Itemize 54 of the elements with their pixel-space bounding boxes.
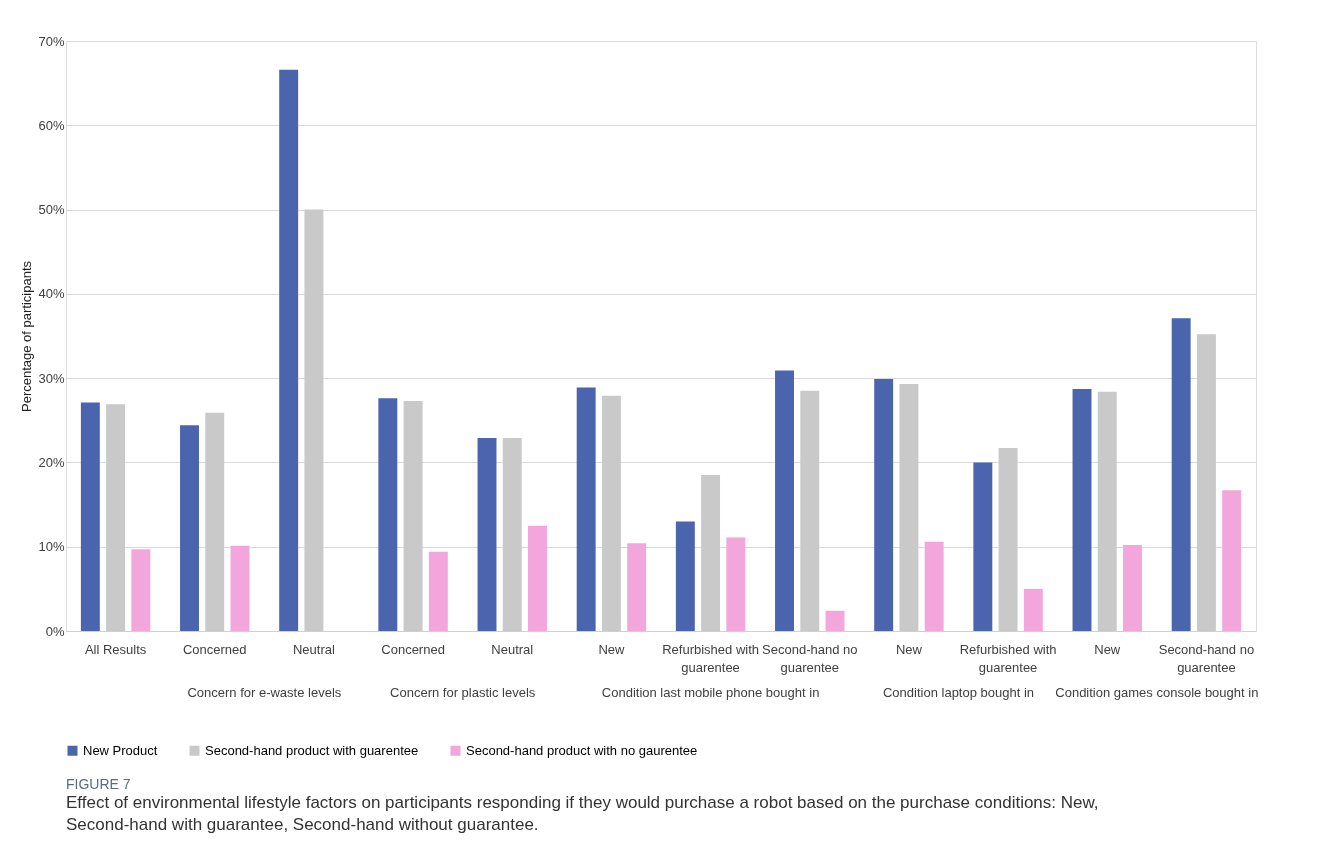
y-tick-label: 30% <box>38 370 65 386</box>
bar <box>675 521 695 631</box>
legend-label: New Product <box>83 742 158 758</box>
x-tick-label: Neutral <box>491 641 534 657</box>
y-tick-label: 0% <box>45 623 65 639</box>
bar <box>1123 545 1142 631</box>
bar <box>825 610 845 631</box>
y-tick-label: 40% <box>38 286 65 302</box>
bar <box>528 525 547 631</box>
x-tick-label: Second-hand no guarentee <box>1158 641 1255 675</box>
bar <box>230 545 250 631</box>
bar <box>726 537 746 631</box>
text: Concern for plastic levels <box>390 685 536 700</box>
y-tick-label: 10% <box>38 539 65 555</box>
x-tick-label: New <box>895 641 923 657</box>
bar <box>80 402 100 631</box>
y-tick-label: 60% <box>38 117 65 133</box>
x-tick-label: Neutral <box>292 641 335 657</box>
text: Concern for e-waste levels <box>187 685 342 700</box>
bar <box>627 543 647 631</box>
x-tick-label: Refurbished with guarentee <box>959 641 1057 675</box>
y-tick-label: 50% <box>38 202 65 218</box>
bar <box>1222 490 1242 631</box>
x-tick-label: New <box>1094 641 1121 657</box>
x-tick-label: All Results <box>84 641 147 657</box>
legend-label: Second-hand product with no gaurentee <box>466 742 698 758</box>
bar <box>973 462 993 631</box>
bar <box>428 551 448 631</box>
legend-label: Second-hand product with guarentee <box>205 742 419 758</box>
x-tick-label: Concerned <box>182 641 247 657</box>
bar <box>1072 389 1092 631</box>
x-tick-label: Second-hand no guarentee <box>762 641 858 675</box>
text: Condition last mobile phone bought in <box>601 685 820 700</box>
y-axis-title: Percentage of participants <box>19 260 35 413</box>
bar <box>180 425 199 631</box>
bar <box>131 549 151 631</box>
y-tick-label: 70% <box>38 33 65 49</box>
text: Condition games console bought in <box>1055 685 1259 700</box>
bar <box>378 398 398 631</box>
bar <box>279 69 299 631</box>
bar <box>1171 318 1191 631</box>
text: Condition laptop bought in <box>882 685 1035 700</box>
bar <box>775 370 794 631</box>
x-tick-label: New <box>598 641 626 657</box>
text: FIGURE 7 <box>66 776 131 792</box>
text: Effect of environmental lifestyle factors on participants responding if they would purchase a robot based on the purchase conditions: New, Second-hand with guarantee, Second-hand without guarantee. <box>66 793 1099 834</box>
bar <box>477 437 497 631</box>
x-tick-label: Concerned <box>381 641 445 657</box>
bar <box>576 387 596 631</box>
bar <box>874 378 894 631</box>
y-tick-label: 20% <box>38 454 65 470</box>
x-tick-label: Refurbished with guarentee <box>662 641 759 675</box>
bar <box>924 541 944 631</box>
bar <box>1023 588 1043 631</box>
